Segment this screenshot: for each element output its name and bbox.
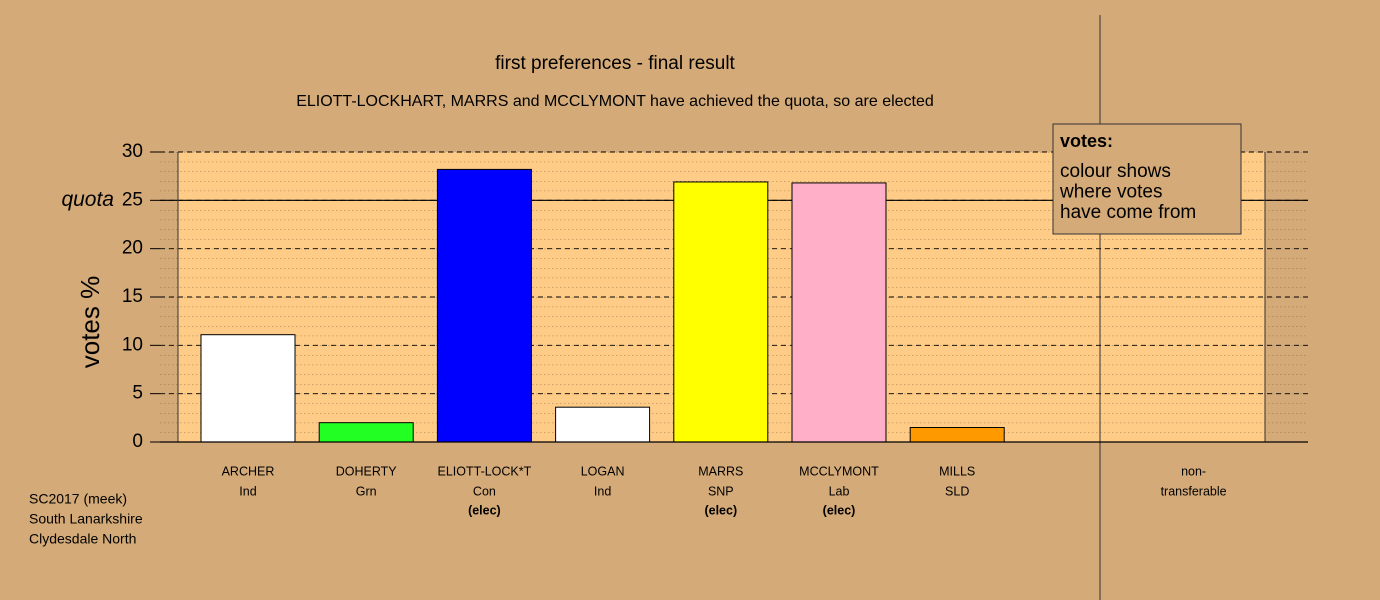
y-tick-label: 5 bbox=[132, 383, 143, 404]
bar bbox=[909, 427, 1005, 443]
elected-label: (elec) bbox=[823, 503, 856, 517]
footer-line: South Lanarkshire bbox=[29, 511, 143, 527]
chart-title: first preferences - final result bbox=[495, 53, 735, 74]
y-tick-label: 0 bbox=[132, 431, 143, 452]
y-tick-label: 30 bbox=[122, 141, 143, 162]
chart-subtitle: ELIOTT-LOCKHART, MARRS and MCCLYMONT hav… bbox=[296, 93, 934, 110]
y-axis-label: votes % bbox=[75, 276, 105, 369]
bar bbox=[791, 182, 887, 443]
party-label: Grn bbox=[356, 484, 377, 498]
party-label: Lab bbox=[829, 484, 850, 498]
x-tick-label: MILLS bbox=[939, 464, 975, 478]
party-label: Con bbox=[473, 484, 496, 498]
x-tick-label: DOHERTY bbox=[336, 464, 398, 478]
bar bbox=[673, 181, 769, 443]
bar bbox=[555, 406, 651, 443]
footer: SC2017 (meek) South Lanarkshire Clydesdale… bbox=[29, 491, 143, 547]
y-tick-label: 10 bbox=[122, 334, 143, 355]
legend-text: have come from bbox=[1060, 202, 1196, 223]
footer-line: SC2017 (meek) bbox=[29, 491, 127, 507]
quota-label: quota bbox=[61, 188, 114, 211]
elected-label: (elec) bbox=[468, 503, 501, 517]
legend-text: colour shows bbox=[1060, 161, 1171, 182]
x-tick-label: LOGAN bbox=[581, 464, 625, 478]
party-label: Ind bbox=[594, 484, 611, 498]
party-label: SNP bbox=[708, 484, 734, 498]
legend-box bbox=[1052, 123, 1242, 235]
bar bbox=[200, 334, 296, 443]
bar bbox=[318, 422, 414, 443]
y-tick-label: 25 bbox=[122, 189, 143, 210]
x-tick-label: MARRS bbox=[698, 464, 743, 478]
footer-line: Clydesdale North bbox=[29, 531, 136, 547]
x-tick-label: MCCLYMONT bbox=[799, 464, 879, 478]
y-tick-label: 20 bbox=[122, 238, 143, 259]
x-tick-label: non- bbox=[1181, 464, 1206, 478]
x-tick-label: ELIOTT-LOCK*T bbox=[438, 464, 532, 478]
party-label: SLD bbox=[945, 484, 969, 498]
bar bbox=[436, 168, 532, 443]
y-tick-label: 15 bbox=[122, 286, 143, 307]
elected-label: (elec) bbox=[704, 503, 737, 517]
party-label: Ind bbox=[239, 484, 256, 498]
legend-text: where votes bbox=[1059, 182, 1162, 203]
x-tick-label: ARCHER bbox=[222, 464, 275, 478]
party-label: transferable bbox=[1161, 484, 1227, 498]
legend-title: votes: bbox=[1060, 131, 1113, 151]
